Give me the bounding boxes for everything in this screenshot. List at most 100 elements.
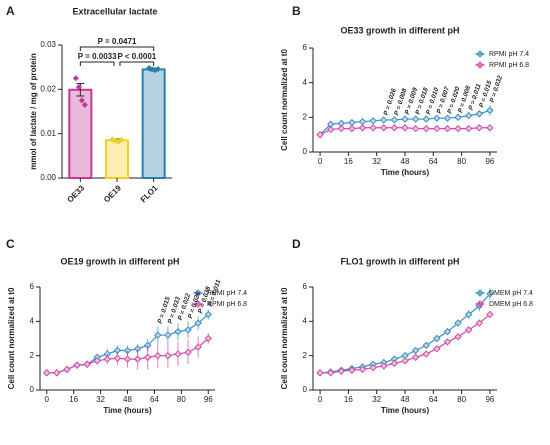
x-tick-label: 48: [123, 395, 132, 404]
data-point: [184, 326, 192, 334]
x-tick-label: 16: [69, 395, 78, 404]
data-point: [164, 331, 172, 339]
data-point: [154, 351, 162, 360]
data-point: [475, 110, 484, 118]
y-axis-title: Cell count normalized at t0: [280, 287, 289, 389]
data-point: [401, 115, 409, 123]
data-point-fill: [338, 125, 345, 132]
data-point-fill: [338, 368, 345, 375]
data-point: [464, 111, 473, 120]
data-point-fill: [154, 352, 161, 359]
x-tick-label: 64: [429, 157, 438, 166]
data-point-fill: [348, 119, 355, 126]
data-point-fill: [391, 124, 398, 131]
x-tick-label: 96: [485, 395, 494, 404]
x-tick-label: 48: [401, 157, 410, 166]
data-point-fill: [465, 112, 472, 119]
data-point-fill: [327, 126, 334, 133]
data-point: [174, 350, 182, 358]
data-point: [390, 124, 399, 132]
data-point: [411, 115, 420, 123]
data-point: [380, 116, 388, 124]
y-tick-label: 0: [30, 385, 35, 394]
data-point: [337, 124, 346, 133]
bar: [141, 68, 166, 179]
x-tick-label: 64: [429, 395, 438, 404]
significance-bracket: [119, 61, 155, 66]
data-point: [464, 326, 473, 334]
data-point: [390, 116, 399, 124]
data-point: [475, 124, 484, 132]
data-point-fill: [134, 356, 141, 363]
data-point-fill: [370, 117, 377, 124]
data-point-fill: [94, 357, 101, 364]
x-axis-title: Time (hours): [381, 406, 430, 415]
y-tick-label: 2: [303, 351, 308, 360]
data-point: [486, 124, 494, 132]
legend-label: RPMI pH 7.4: [207, 290, 247, 297]
data-point: [486, 290, 494, 298]
data-point-fill: [327, 369, 334, 376]
data-point-fill: [465, 326, 472, 333]
data-point: [326, 369, 335, 377]
data-point-fill: [74, 362, 81, 369]
y-tick-label: 6: [303, 282, 308, 291]
y-tick-label: 0.02: [40, 84, 56, 93]
data-point: [454, 319, 462, 327]
data-point-fill: [423, 342, 430, 349]
data-point: [443, 327, 452, 336]
data-point-fill: [380, 362, 387, 369]
data-point: [433, 114, 441, 122]
data-point-fill: [104, 356, 111, 363]
chart-title: Extracellular lactate: [72, 6, 157, 16]
x-tick-label: 16: [344, 157, 353, 166]
data-point: [337, 367, 346, 375]
data-point: [93, 357, 101, 365]
data-point-fill: [391, 356, 398, 363]
data-point-fill: [195, 344, 202, 351]
data-point: [454, 333, 462, 341]
data-point-fill: [486, 107, 493, 114]
legend-label: DMEM pH 7.4: [489, 290, 533, 297]
x-axis-title: Time (hours): [103, 406, 152, 415]
data-point-fill: [412, 347, 419, 354]
y-tick-label: 4: [30, 316, 35, 325]
data-point-fill: [43, 369, 50, 376]
data-point: [422, 350, 430, 358]
data-point-fill: [486, 311, 493, 318]
legend-marker: [476, 289, 484, 297]
x-tick-label: 32: [96, 395, 105, 404]
data-point-fill: [444, 125, 451, 132]
legend-marker: [476, 61, 484, 69]
data-point-fill: [317, 131, 324, 138]
data-point: [443, 338, 452, 346]
bar: [105, 139, 129, 179]
legend-marker: [476, 50, 484, 58]
data-point: [380, 124, 388, 132]
data-point-fill: [63, 366, 70, 373]
data-point-fill: [114, 355, 121, 362]
x-tick-label: 64: [150, 395, 159, 404]
data-point-fill: [486, 290, 493, 297]
data-point: [401, 124, 409, 132]
x-tick-label: OE19: [102, 183, 123, 204]
y-axis-title: Cell count normalized at t0: [280, 49, 289, 151]
y-axis-title: Cell count normalized at t0: [7, 287, 16, 389]
panel-letter: A: [6, 4, 15, 18]
data-point-fill: [338, 120, 345, 127]
chart-title: OE33 growth in different pH: [340, 25, 459, 35]
y-tick-label: 6: [30, 282, 35, 291]
data-point-fill: [444, 338, 451, 345]
data-point-fill: [455, 320, 462, 327]
data-point: [358, 124, 367, 132]
data-point-fill: [433, 115, 440, 122]
data-point-fill: [391, 116, 398, 123]
panel-letter: C: [6, 237, 15, 251]
data-point-fill: [433, 345, 440, 352]
data-point-fill: [402, 352, 408, 359]
data-point: [194, 319, 202, 327]
data-point-fill: [185, 326, 192, 333]
data-point-fill: [412, 354, 419, 361]
data-point-fill: [423, 116, 430, 123]
data-point: [164, 351, 172, 360]
